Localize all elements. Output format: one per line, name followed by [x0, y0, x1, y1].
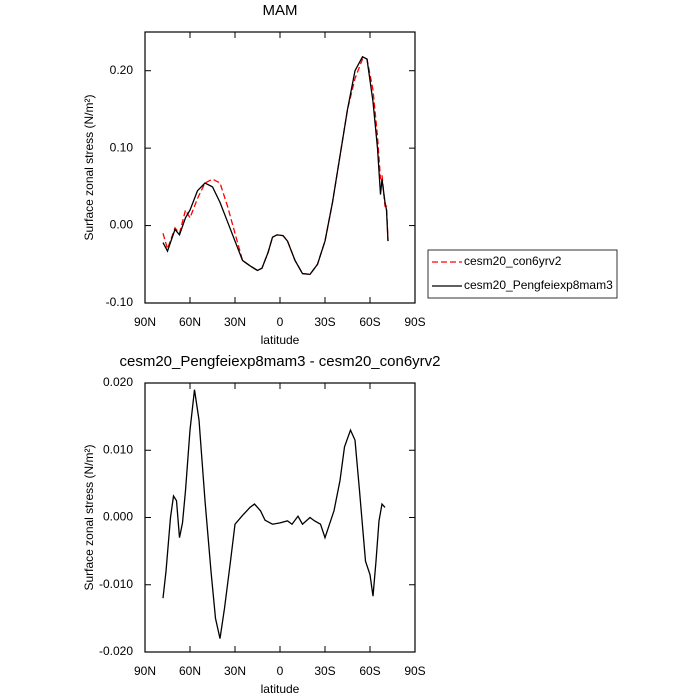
x-tick-label: 90N [134, 664, 156, 678]
y-tick-label: 0.10 [110, 140, 134, 154]
plot-frame [144, 382, 416, 653]
chart-title: cesm20_Pengfeiexp8mam3 - cesm20_con6yrv2 [120, 353, 441, 370]
x-axis-label: latitude [261, 682, 300, 696]
chart-title: MAM [263, 2, 298, 19]
data-line [162, 55, 389, 276]
y-tick-label: 0.000 [103, 510, 133, 524]
x-axis-label: latitude [261, 333, 300, 347]
x-tick-label: 90S [404, 664, 425, 678]
y-tick-label: -0.10 [106, 295, 134, 309]
x-tick-label: 60S [359, 664, 380, 678]
x-tick-label: 0 [277, 664, 284, 678]
x-tick-label: 0 [277, 315, 284, 329]
x-tick-label: 30N [224, 664, 246, 678]
y-tick-label: 0.00 [110, 218, 134, 232]
y-axis-label: Surface zonal stress (N/m²) [82, 444, 96, 590]
data-line [162, 389, 386, 639]
x-tick-label: 60S [359, 315, 380, 329]
x-tick-label: 30S [314, 315, 335, 329]
x-tick-label: 60N [179, 664, 201, 678]
y-tick-label: 0.020 [103, 375, 133, 389]
x-tick-label: 30S [314, 664, 335, 678]
legend-label: cesm20_Pengfeiexp8mam3 [464, 278, 613, 292]
x-tick-label: 90S [404, 315, 425, 329]
plot-frame [144, 31, 416, 304]
x-tick-label: 60N [179, 315, 201, 329]
y-tick-label: -0.020 [99, 644, 133, 658]
legend-label: cesm20_con6yrv2 [464, 254, 562, 268]
x-tick-label: 90N [134, 315, 156, 329]
y-tick-label: 0.010 [103, 442, 133, 456]
y-tick-label: 0.20 [110, 63, 134, 77]
legend-box [427, 249, 618, 299]
y-tick-label: -0.010 [99, 577, 133, 591]
x-tick-label: 30N [224, 315, 246, 329]
data-line [162, 58, 389, 276]
y-axis-label: Surface zonal stress (N/m²) [82, 94, 96, 240]
